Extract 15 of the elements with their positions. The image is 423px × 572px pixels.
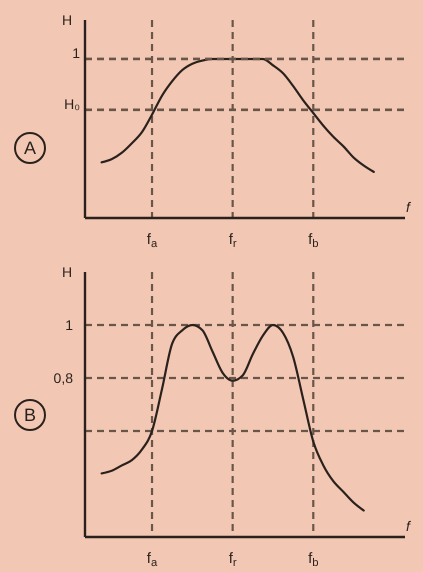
x-tick-label: f$_{b}$	[308, 550, 318, 570]
y-axis-title: H	[62, 12, 72, 28]
x-tick-label: f$_{r}$	[228, 231, 237, 250]
y-axis-title: H	[62, 264, 72, 280]
x-tick-label: f$_{a}$	[146, 231, 158, 250]
line-series	[100, 324, 365, 512]
x-tick-label: f$_{r}$	[228, 550, 237, 570]
circle-outline: B	[14, 399, 46, 431]
circle-outline: A	[14, 132, 46, 164]
x-axis-title: f	[406, 518, 410, 534]
x-axis-title: f	[406, 199, 410, 215]
x-tick-label: f$_{a}$	[146, 550, 158, 570]
y-tick-label: 0,8	[54, 370, 74, 386]
x-tick-label: f$_{b}$	[308, 231, 318, 250]
ref-line-label: H₀	[64, 96, 80, 112]
